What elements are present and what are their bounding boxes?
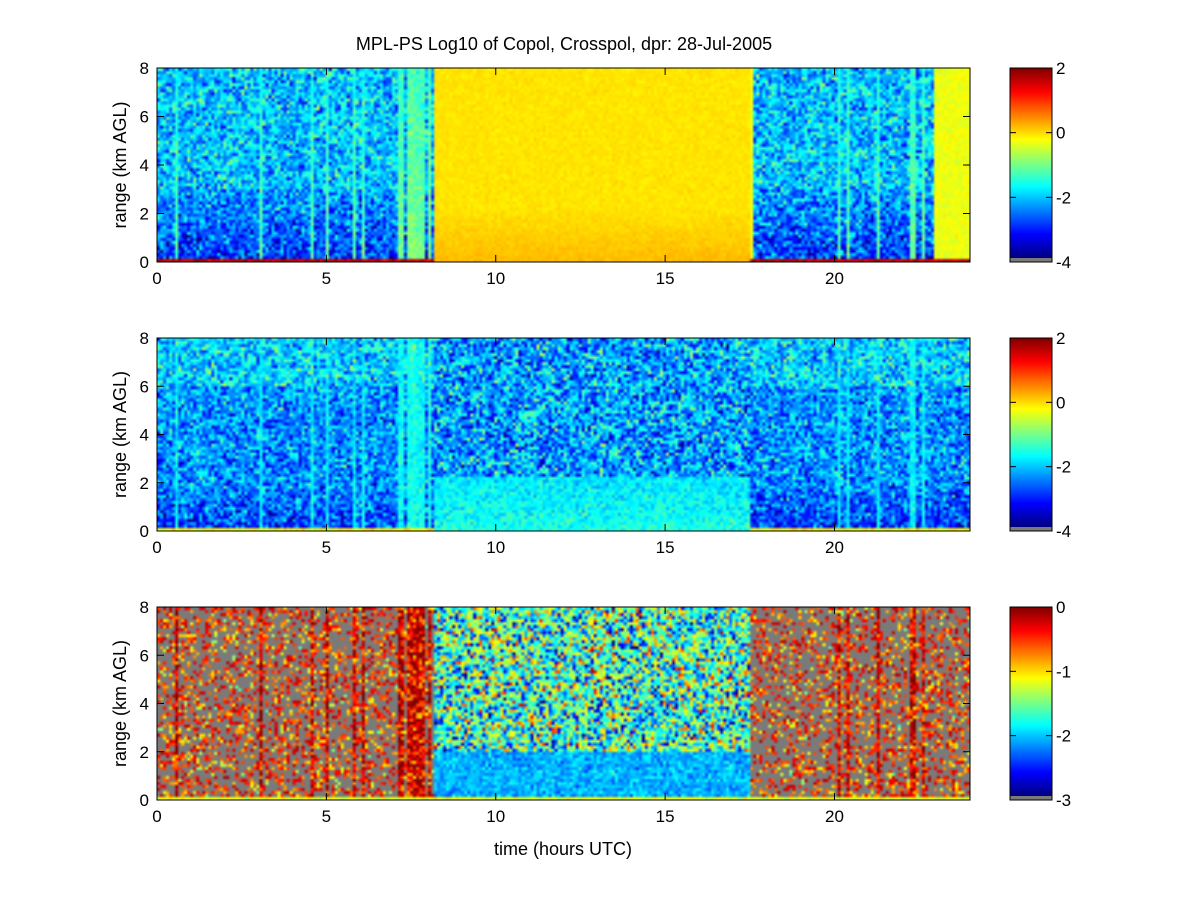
colorbar-tick-label: -4 bbox=[1056, 253, 1071, 272]
y-tick-label: 0 bbox=[140, 253, 149, 272]
colorbar-gradient bbox=[1010, 68, 1052, 258]
panel-bottom: 0 5 10 15 20 0 2 4 6 8 range (km AGL) 0 -1 -2 -3 bbox=[110, 598, 1071, 826]
colorbar-tick-label: -1 bbox=[1056, 662, 1071, 681]
colorbar-tick-label: -4 bbox=[1056, 522, 1071, 541]
figure-title: MPL-PS Log10 of Copol, Crosspol, dpr: 28… bbox=[356, 34, 772, 54]
heatmap-middle bbox=[157, 338, 970, 531]
x-tick-label: 0 bbox=[152, 807, 161, 826]
y-axis-label: range (km AGL) bbox=[110, 101, 130, 228]
colorbar-tick-label: -2 bbox=[1056, 188, 1071, 207]
colorbar-tick-label: 0 bbox=[1056, 598, 1065, 617]
x-tick-label: 5 bbox=[322, 538, 331, 557]
y-axis-label: range (km AGL) bbox=[110, 640, 130, 767]
x-tick-label: 10 bbox=[486, 538, 505, 557]
y-tick-label: 4 bbox=[140, 156, 149, 175]
y-tick-label: 4 bbox=[140, 426, 149, 445]
x-tick-label: 15 bbox=[656, 538, 675, 557]
x-tick-label: 0 bbox=[152, 538, 161, 557]
colorbar-top: 2 0 -2 -4 bbox=[1009, 59, 1071, 272]
colorbar-tick-label: 2 bbox=[1056, 329, 1065, 348]
x-tick-label: 5 bbox=[322, 807, 331, 826]
colorbar-box bbox=[1009, 67, 1053, 263]
x-tick-label: 10 bbox=[486, 807, 505, 826]
y-axis-label: range (km AGL) bbox=[110, 371, 130, 498]
colorbar-tick-label: 2 bbox=[1056, 59, 1065, 78]
x-tick-label: 20 bbox=[825, 538, 844, 557]
y-tick-label: 2 bbox=[140, 743, 149, 762]
heatmap-bottom bbox=[157, 607, 970, 800]
y-tick-label: 8 bbox=[140, 59, 149, 78]
colorbar-tick-label: -2 bbox=[1056, 727, 1071, 746]
colorbar-tick-label: -2 bbox=[1056, 458, 1071, 477]
y-tick-label: 0 bbox=[140, 791, 149, 810]
colorbar-middle: 2 0 -2 -4 bbox=[1009, 329, 1071, 541]
y-tick-label: 2 bbox=[140, 474, 149, 493]
heatmap-top bbox=[157, 68, 970, 262]
y-tick-label: 0 bbox=[140, 522, 149, 541]
colorbar-nan-swatch bbox=[1010, 796, 1052, 800]
x-tick-label: 20 bbox=[825, 807, 844, 826]
y-tick-label: 2 bbox=[140, 205, 149, 224]
x-tick-label: 0 bbox=[152, 269, 161, 288]
colorbar-gradient bbox=[1010, 338, 1052, 527]
x-tick-label: 5 bbox=[322, 269, 331, 288]
colorbar-tick-label: 0 bbox=[1056, 124, 1065, 143]
x-tick-label: 15 bbox=[656, 269, 675, 288]
colorbar-tick-label: -3 bbox=[1056, 791, 1071, 810]
y-tick-label: 4 bbox=[140, 695, 149, 714]
y-tick-label: 6 bbox=[140, 108, 149, 127]
y-tick-label: 6 bbox=[140, 377, 149, 396]
colorbar-tick-label: 0 bbox=[1056, 393, 1065, 412]
x-tick-label: 10 bbox=[486, 269, 505, 288]
y-tick-label: 6 bbox=[140, 646, 149, 665]
colorbar-bottom: 0 -1 -2 -3 bbox=[1009, 598, 1071, 810]
colorbar-nan-swatch bbox=[1010, 258, 1052, 262]
colorbar-gradient bbox=[1010, 607, 1052, 796]
x-tick-label: 20 bbox=[825, 269, 844, 288]
y-tick-label: 8 bbox=[140, 598, 149, 617]
colorbar-nan-swatch bbox=[1010, 527, 1052, 531]
x-tick-label: 15 bbox=[656, 807, 675, 826]
x-axis-label: time (hours UTC) bbox=[494, 839, 632, 859]
colorbar-box bbox=[1009, 606, 1053, 801]
colorbar-box bbox=[1009, 337, 1053, 532]
y-tick-label: 8 bbox=[140, 329, 149, 348]
